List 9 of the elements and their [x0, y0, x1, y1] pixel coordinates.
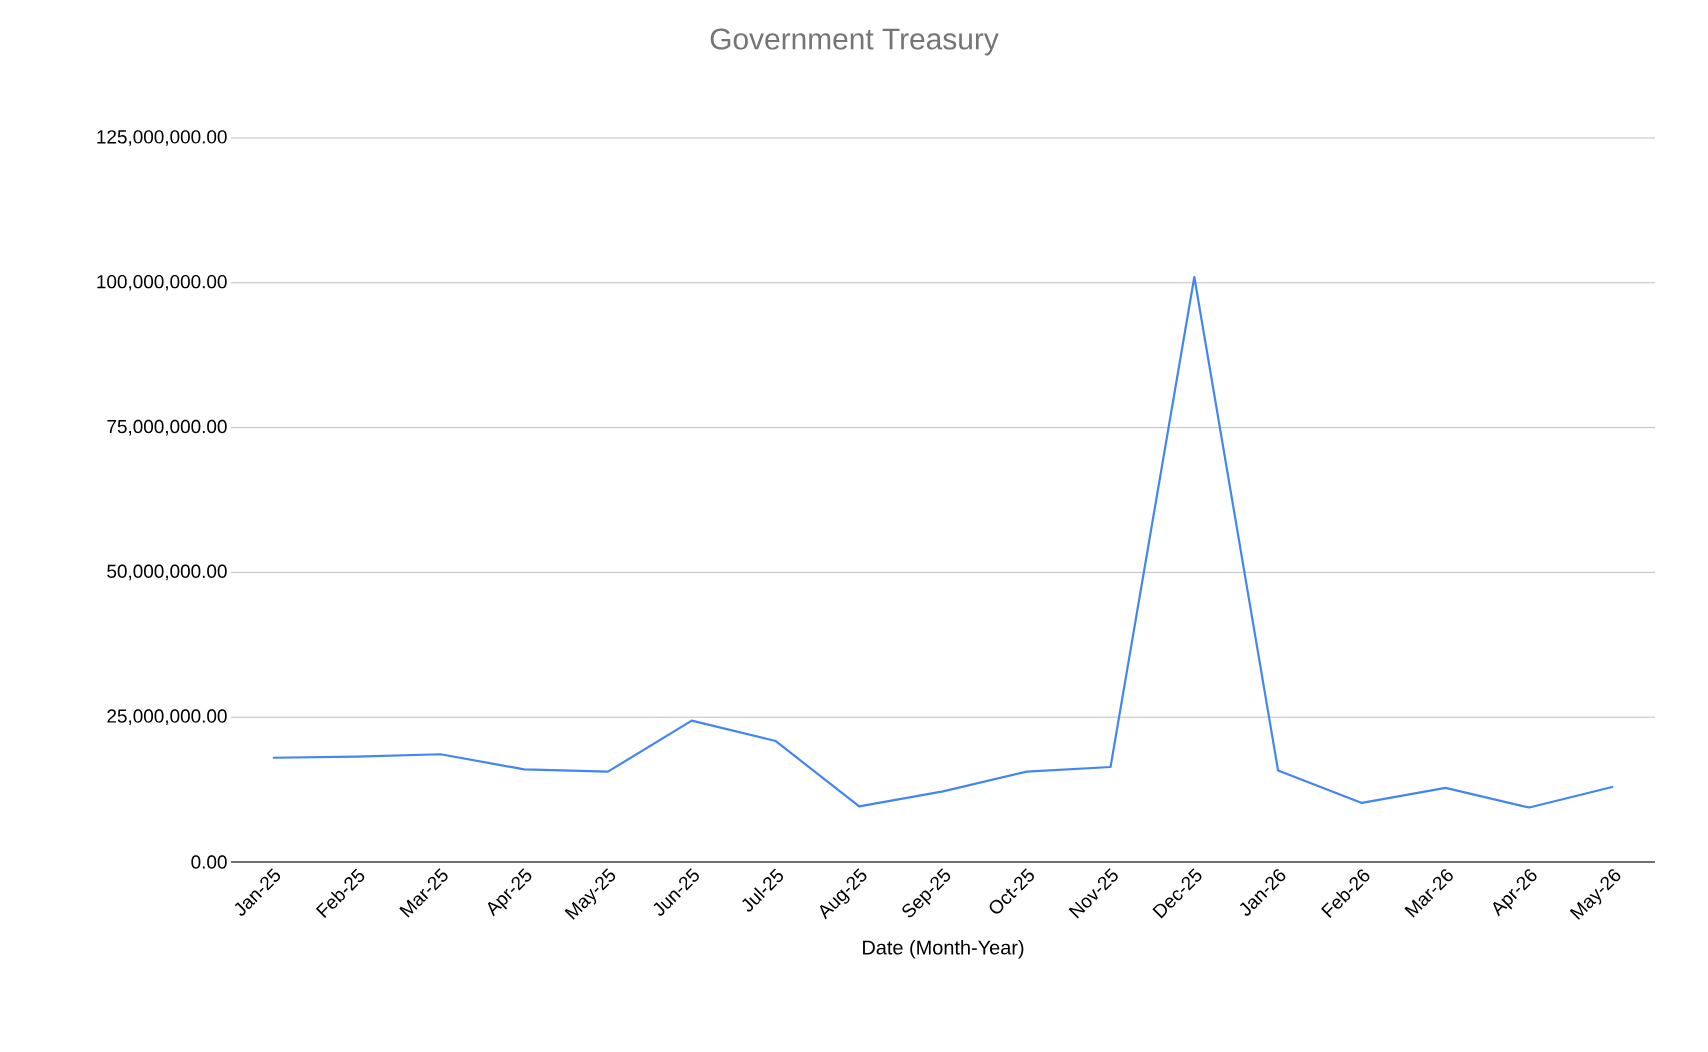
line-series [271, 275, 1615, 809]
y-tick-label: 25,000,000.00 [107, 709, 227, 726]
x-axis-title: Date (Month-Year) [863, 939, 1024, 959]
y-tick-label: 100,000,000.00 [97, 274, 227, 291]
y-tick-label: 75,000,000.00 [107, 419, 227, 436]
y-tick-label: 125,000,000.00 [97, 130, 227, 146]
y-tick-label: 0.00 [191, 855, 227, 869]
chart-title: Government Treasury [710, 28, 999, 56]
y-tick-label: 50,000,000.00 [107, 564, 227, 581]
